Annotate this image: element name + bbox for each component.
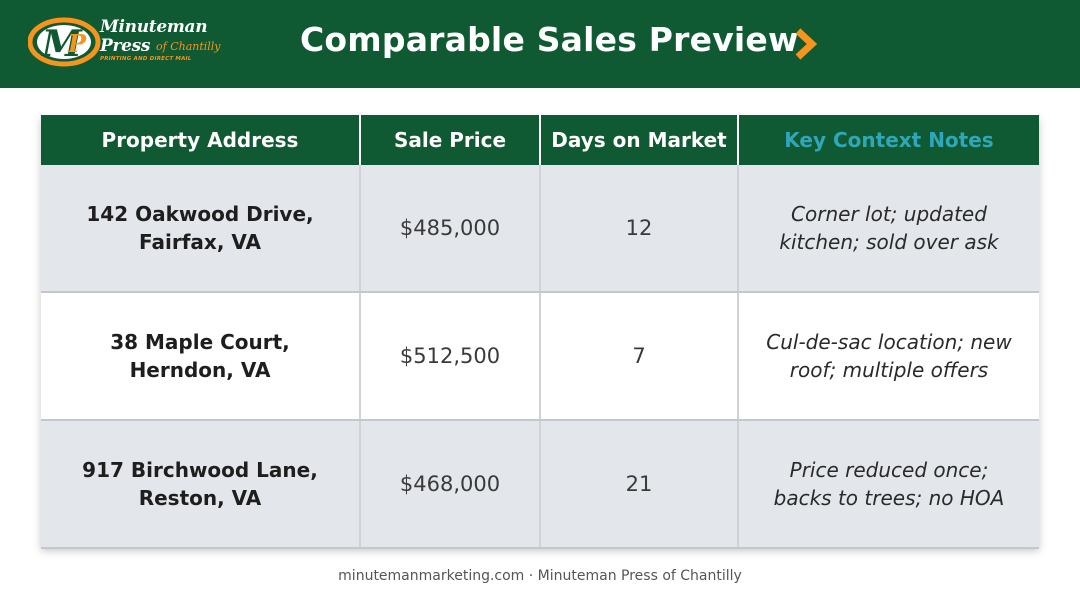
column-header-address: Property Address	[41, 115, 361, 165]
page-title: Comparable Sales Preview	[300, 20, 799, 59]
minuteman-m-logo-icon: M P	[28, 17, 101, 67]
column-header-sale-price: Sale Price	[360, 115, 541, 165]
days-on-market-cell: 12	[540, 165, 739, 293]
footer-attribution: minutemanmarketing.com · Minuteman Press…	[338, 568, 742, 584]
address-line2: Herndon, VA	[129, 358, 271, 382]
svg-text:P: P	[67, 29, 87, 58]
days-on-market-cell: 21	[540, 420, 739, 549]
header-banner: M P Minuteman Press of Chantilly PRINTIN…	[0, 0, 1080, 88]
company-logo: M P Minuteman Press of Chantilly PRINTIN…	[28, 14, 221, 70]
notes-line2: roof; multiple offers	[789, 358, 989, 382]
property-address-cell: 38 Maple Court, Herndon, VA	[41, 292, 361, 421]
column-header-days-on-market: Days on Market	[540, 115, 739, 165]
chevron-right-icon	[795, 28, 818, 60]
sale-price-cell: $512,500	[360, 292, 541, 421]
notes-line1: Cul-de-sac location; new	[766, 330, 1012, 354]
notes-line1: Corner lot; updated	[791, 202, 987, 226]
notes-line2: backs to trees; no HOA	[773, 486, 1005, 510]
context-notes-cell: Corner lot; updated kitchen; sold over a…	[738, 165, 1039, 293]
context-notes-cell: Cul-de-sac location; new roof; multiple …	[738, 292, 1039, 421]
address-line2: Reston, VA	[138, 486, 262, 510]
context-notes-cell: Price reduced once; backs to trees; no H…	[738, 420, 1039, 549]
property-address-cell: 142 Oakwood Drive, Fairfax, VA	[41, 165, 361, 293]
logo-tagline: PRINTING AND DIRECT MAIL	[100, 56, 192, 62]
svg-text:M: M	[40, 23, 83, 65]
table-header-row: Property Address Sale Price Days on Mark…	[41, 115, 1039, 165]
notes-line2: kitchen; sold over ask	[779, 230, 999, 254]
table-row: 142 Oakwood Drive, Fairfax, VA $485,000 …	[41, 165, 1039, 293]
address-line1: 38 Maple Court,	[110, 330, 290, 354]
sale-price-cell: $485,000	[360, 165, 541, 293]
logo-location-script: of Chantilly	[156, 40, 221, 53]
column-header-key-context-notes: Key Context Notes	[738, 115, 1039, 165]
address-line1: 142 Oakwood Drive,	[86, 202, 314, 226]
property-address-cell: 917 Birchwood Lane, Reston, VA	[41, 420, 361, 549]
notes-line1: Price reduced once;	[789, 458, 989, 482]
table-row: 38 Maple Court, Herndon, VA $512,500 7 C…	[41, 292, 1039, 421]
table-row: 917 Birchwood Lane, Reston, VA $468,000 …	[41, 420, 1039, 549]
logo-wordmark-line1: Minuteman	[100, 17, 208, 37]
address-line1: 917 Birchwood Lane,	[82, 458, 318, 482]
logo-wordmark-line2: Press	[100, 36, 151, 56]
address-line2: Fairfax, VA	[139, 230, 261, 254]
days-on-market-cell: 7	[540, 292, 739, 421]
comparable-sales-table: Property Address Sale Price Days on Mark…	[41, 115, 1039, 549]
sale-price-cell: $468,000	[360, 420, 541, 549]
